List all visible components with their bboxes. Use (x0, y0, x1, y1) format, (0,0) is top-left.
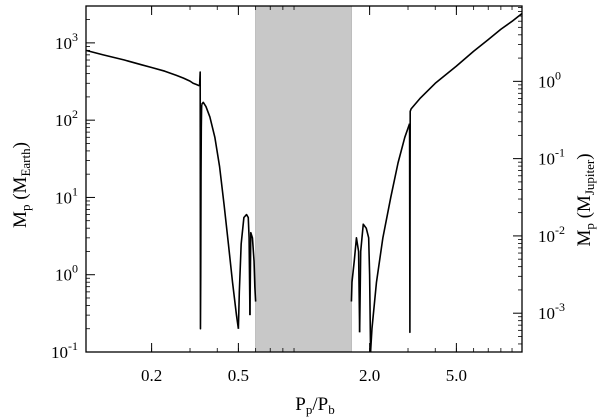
mass-curve-segment-3 (201, 101, 240, 329)
y-left-tick-label: 10-1 (51, 339, 78, 362)
mass-curve-segment-9 (408, 12, 523, 334)
mass-curve-segment-1 (85, 49, 200, 87)
x-tick-label: 0.2 (141, 366, 162, 385)
forbidden-region-layer (255, 5, 352, 353)
mass-curve-segment-4 (237, 213, 251, 329)
forbidden-region-band (255, 5, 352, 353)
x-ticks-layer: 0.2 0.5 2.0 5.0 (141, 6, 513, 385)
y-left-tick-label: 103 (55, 30, 78, 53)
x-tick-label: 2.0 (359, 366, 380, 385)
mass-curve-segment-2 (198, 71, 203, 330)
mass-curve-segment-5 (249, 231, 257, 316)
y-left-tick-label: 101 (55, 184, 78, 207)
x-tick-label: 5.0 (446, 366, 467, 385)
y-right-ticks-layer: 10-3 10-2 10-1 100 (513, 7, 565, 345)
x-tick-label: 0.5 (228, 366, 249, 385)
mass-curve-segment-6 (350, 237, 361, 333)
y-right-tick-label: 100 (538, 68, 561, 91)
plot-frame-layer (85, 5, 523, 353)
y-right-tick-label: 10-3 (538, 300, 565, 323)
y-right-tick-label: 10-1 (538, 146, 565, 169)
mass-curve-segment-7 (358, 223, 372, 353)
y-left-tick-label: 100 (55, 262, 78, 285)
y-right-tick-label: 10-2 (538, 223, 565, 246)
y-axis-label-right: Mp (MJupiter) (574, 153, 597, 246)
mass-curve-segment-8 (369, 123, 411, 353)
y-axis-label-left: Mp (MEarth) (10, 142, 33, 228)
x-axis-label: Pp/Pb (295, 394, 334, 417)
mass-curve-layer (85, 12, 523, 353)
y-left-ticks-layer: 10-1 100 101 102 103 (51, 19, 95, 362)
y-left-tick-label: 102 (55, 107, 78, 130)
plot-frame (85, 5, 523, 353)
